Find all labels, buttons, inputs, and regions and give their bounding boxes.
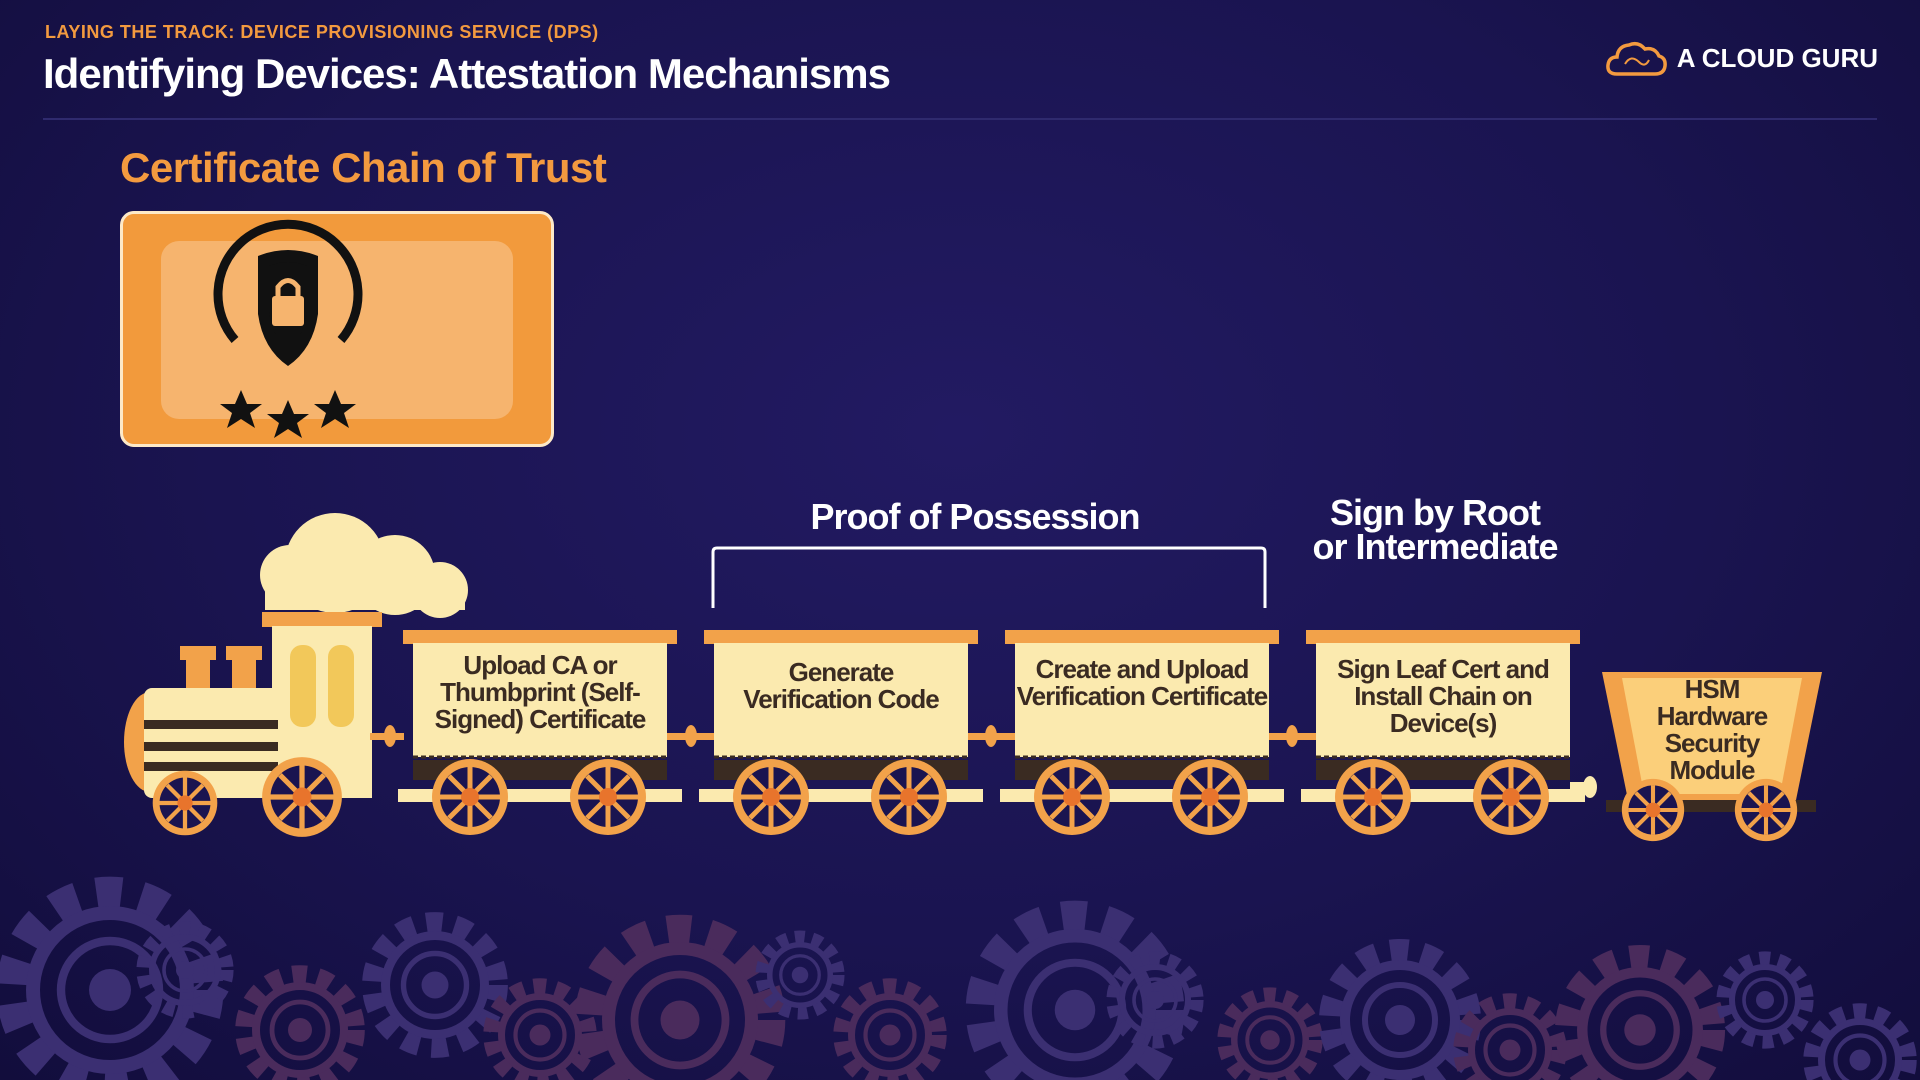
brand-name: A CLOUD GURU	[1676, 42, 1878, 73]
hsm-cart-label: HSM Hardware Security Module	[1656, 674, 1769, 785]
shield-lock-icon	[213, 219, 363, 438]
proof-bracket	[711, 546, 1267, 608]
car-3-label: Create and Upload Verification Certifica…	[1016, 654, 1269, 711]
hsm-cart	[1602, 672, 1822, 841]
slide-kicker: LAYING THE TRACK: DEVICE PROVISIONING SE…	[45, 22, 599, 42]
section-subtitle: Certificate Chain of Trust	[120, 144, 607, 191]
train-car-1	[398, 630, 715, 835]
header-divider	[43, 118, 1877, 120]
train-car-2	[699, 630, 1016, 835]
car-1-label: Upload CA or Thumbprint (Self-Signed) Ce…	[434, 650, 647, 734]
smoke-cloud	[260, 513, 468, 618]
car-4-label: Sign Leaf Cert and Install Chain on Devi…	[1337, 654, 1550, 738]
car-2-label: Generate Verification Code	[743, 657, 939, 714]
certificate-badge	[120, 211, 554, 447]
slide-title: Identifying Devices: Attestation Mechani…	[43, 50, 891, 97]
cloud-logo-icon	[1605, 41, 1667, 76]
train-car-3	[1000, 630, 1317, 835]
sign-by-root-label: Sign by Root or Intermediate	[1312, 492, 1558, 567]
brand-logo: A CLOUD GURU	[1605, 38, 1878, 78]
locomotive	[124, 612, 404, 837]
proof-of-possession-label: Proof of Possession	[810, 496, 1140, 537]
train-car-4	[1301, 630, 1597, 835]
